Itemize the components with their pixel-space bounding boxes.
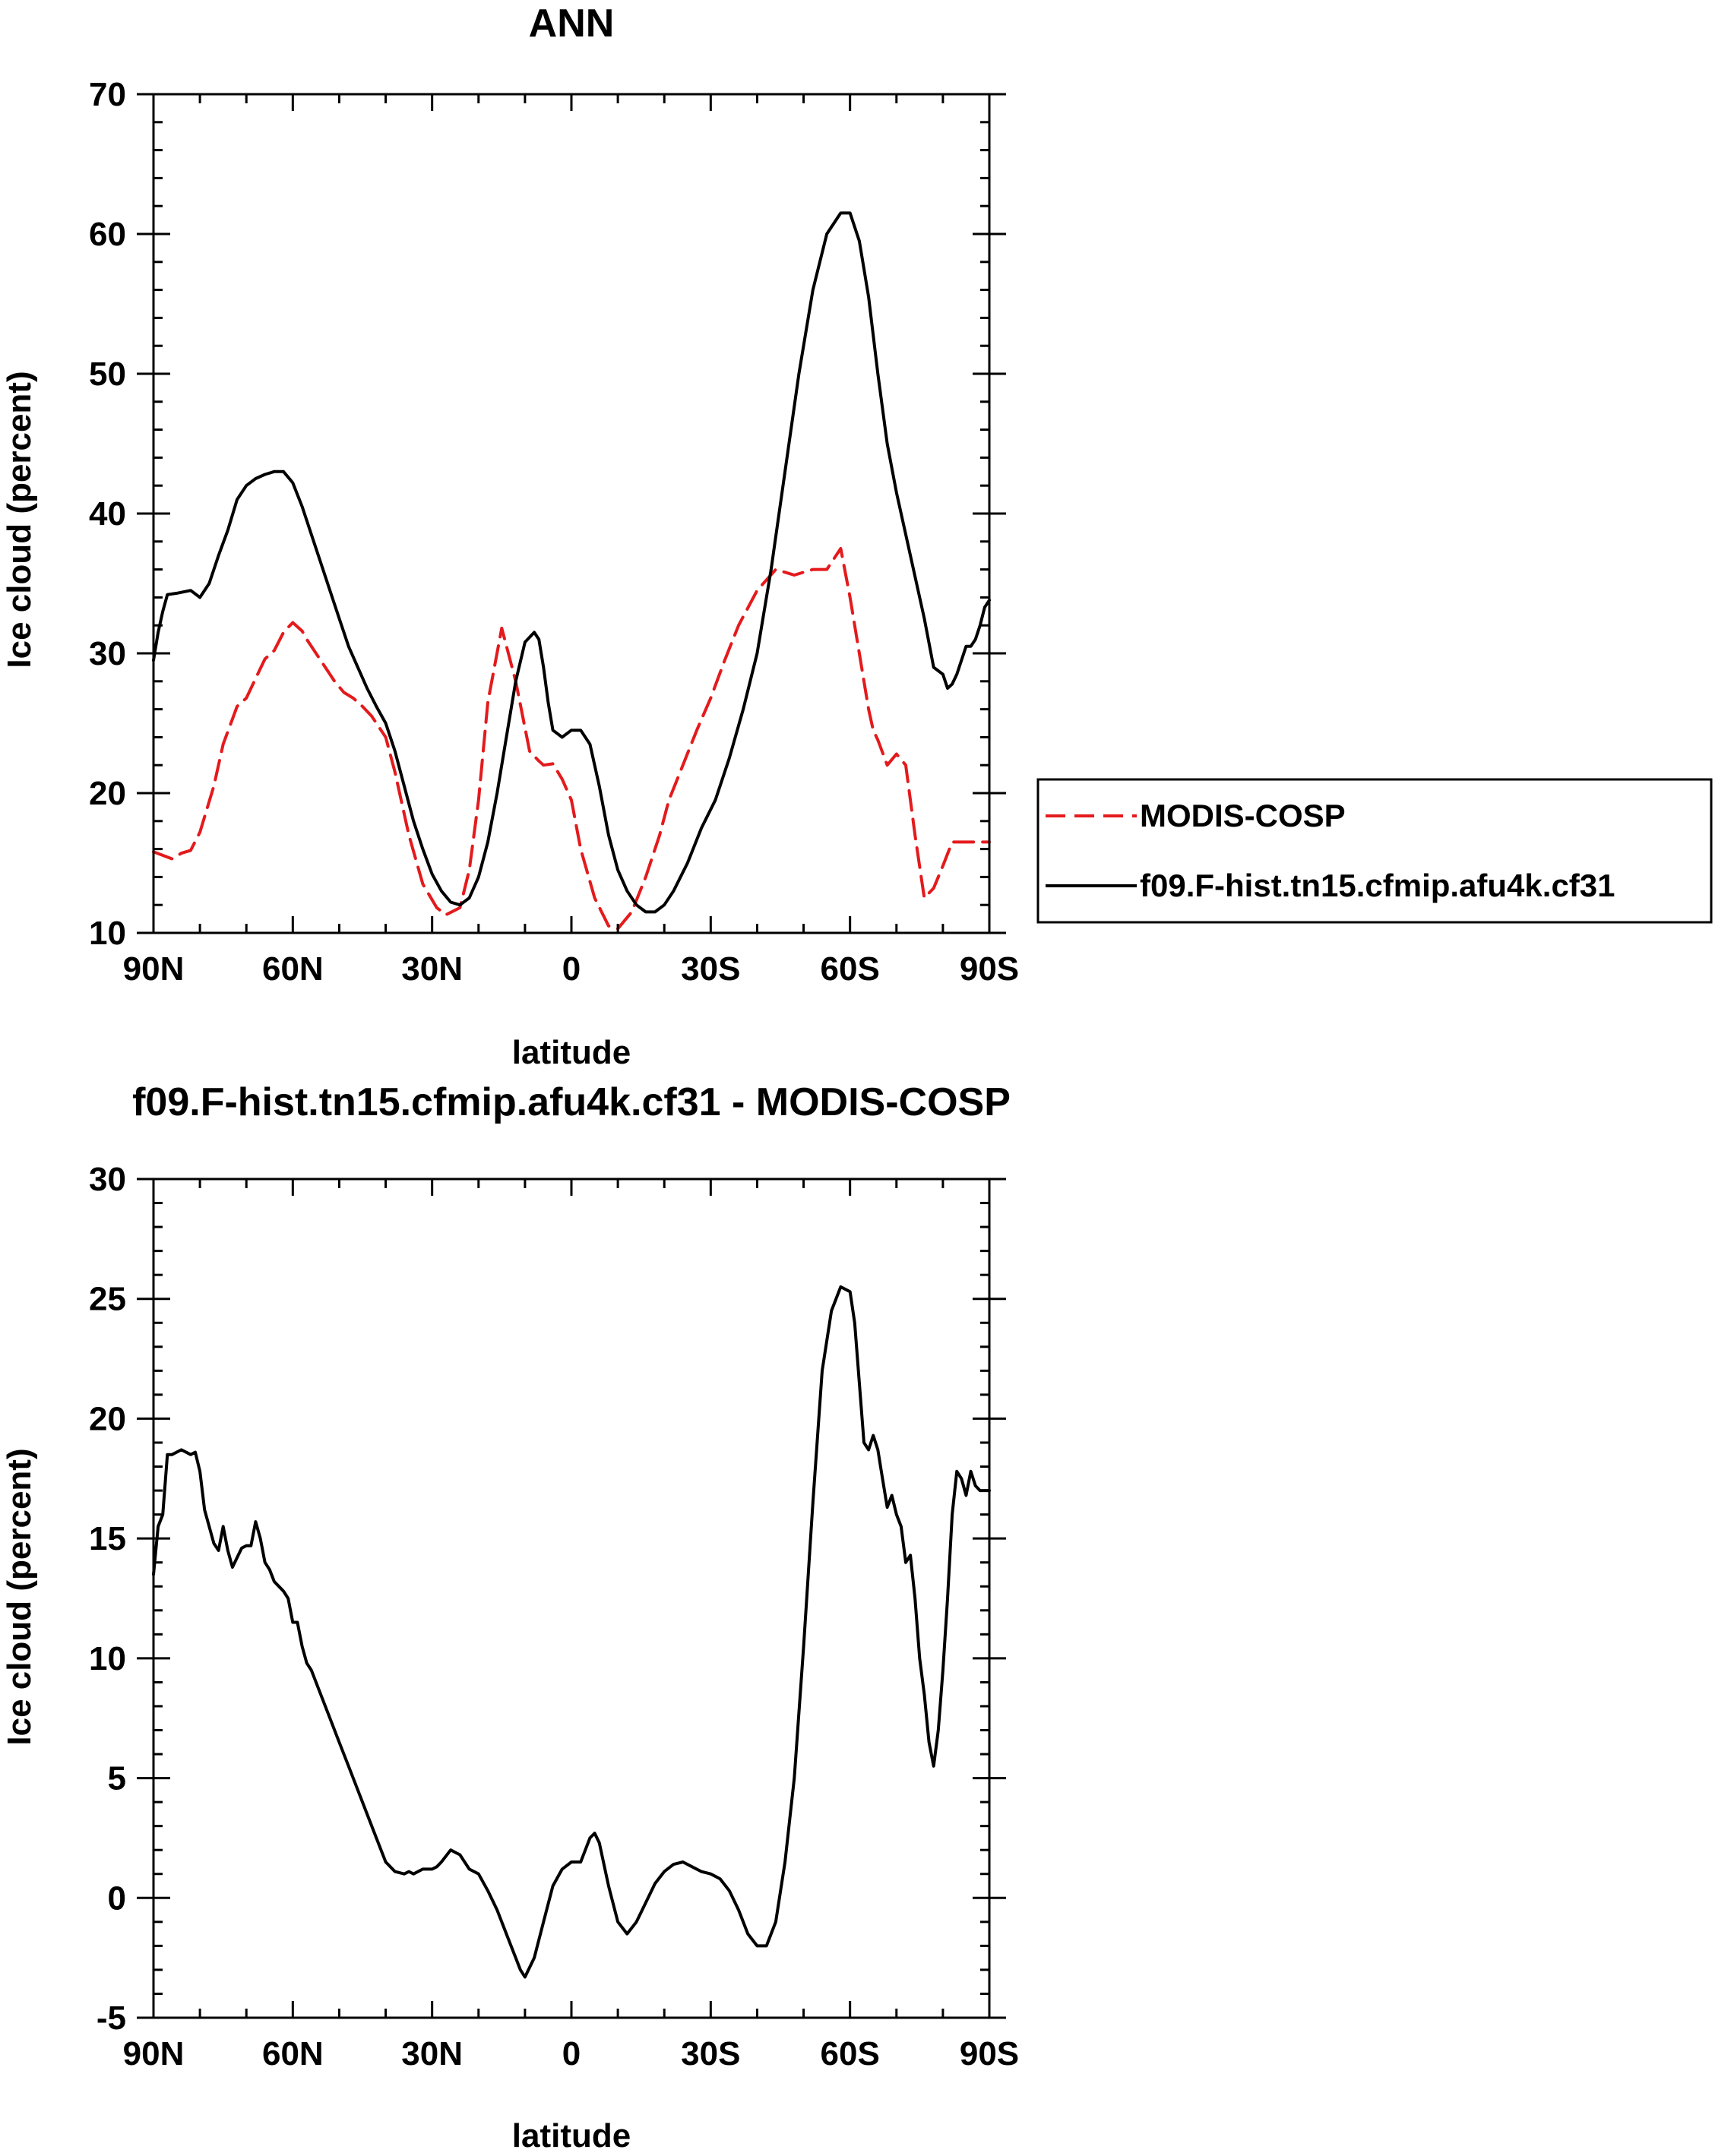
legend-label-modis-cosp: MODIS-COSP [1140,798,1346,833]
y-tick-label: -5 [97,2000,126,2037]
series-line-0 [152,547,991,931]
y-axis-label: Ice cloud (percent) [1,371,38,668]
y-tick-label: 10 [89,1640,126,1677]
difference-panel: f09.F-hist.tn15.cfmip.afu4k.cf31 - MODIS… [1,1080,1019,2154]
series-line-0 [152,1285,991,1979]
y-tick-label: 20 [89,775,126,812]
x-axis-label: latitude [512,2117,631,2154]
x-tick-label: 60S [821,950,880,988]
plot-frame [152,1178,991,2019]
y-tick-label: 50 [89,356,126,393]
y-axis-label: Ice cloud (percent) [1,1448,38,1745]
x-tick-label: 30N [401,2035,463,2072]
x-tick-label: 0 [562,2035,581,2072]
y-tick-label: 10 [89,915,126,952]
y-tick-label: 0 [108,1879,126,1917]
y-tick-label: 15 [89,1520,126,1557]
y-tick-label: 40 [89,495,126,533]
x-tick-label: 60N [262,2035,324,2072]
x-tick-label: 30S [681,950,740,988]
x-axis-label: latitude [512,1034,631,1071]
series-line-1 [152,211,991,914]
x-tick-label: 90N [123,2035,185,2072]
x-tick-label: 30S [681,2035,740,2072]
y-tick-label: 5 [108,1760,126,1797]
legend: MODIS-COSP f09.F-hist.tn15.cfmip.afu4k.c… [1036,778,1713,924]
y-tick-label: 30 [89,635,126,672]
y-tick-label: 25 [89,1281,126,1318]
annual-mean-panel: ANN Ice cloud (percent) latitude 90N 60N 3… [1,2,1713,1071]
y-tick-label: 20 [89,1400,126,1437]
x-tick-label: 30N [401,950,463,988]
y-tick-label: 60 [89,216,126,253]
legend-box [1036,778,1713,924]
x-tick-label: 90S [960,2035,1019,2072]
x-tick-label: 60N [262,950,324,988]
x-tick-label: 90S [960,950,1019,988]
x-tick-label: 90N [123,950,185,988]
chart-title: f09.F-hist.tn15.cfmip.afu4k.cf31 - MODIS… [132,1080,1011,1124]
x-tick-label: 0 [562,950,581,988]
legend-label-model: f09.F-hist.tn15.cfmip.afu4k.cf31 [1140,868,1615,903]
y-tick-label: 70 [89,76,126,113]
y-tick-label: 30 [89,1161,126,1198]
chart-title: ANN [529,2,615,46]
x-tick-label: 60S [821,2035,880,2072]
